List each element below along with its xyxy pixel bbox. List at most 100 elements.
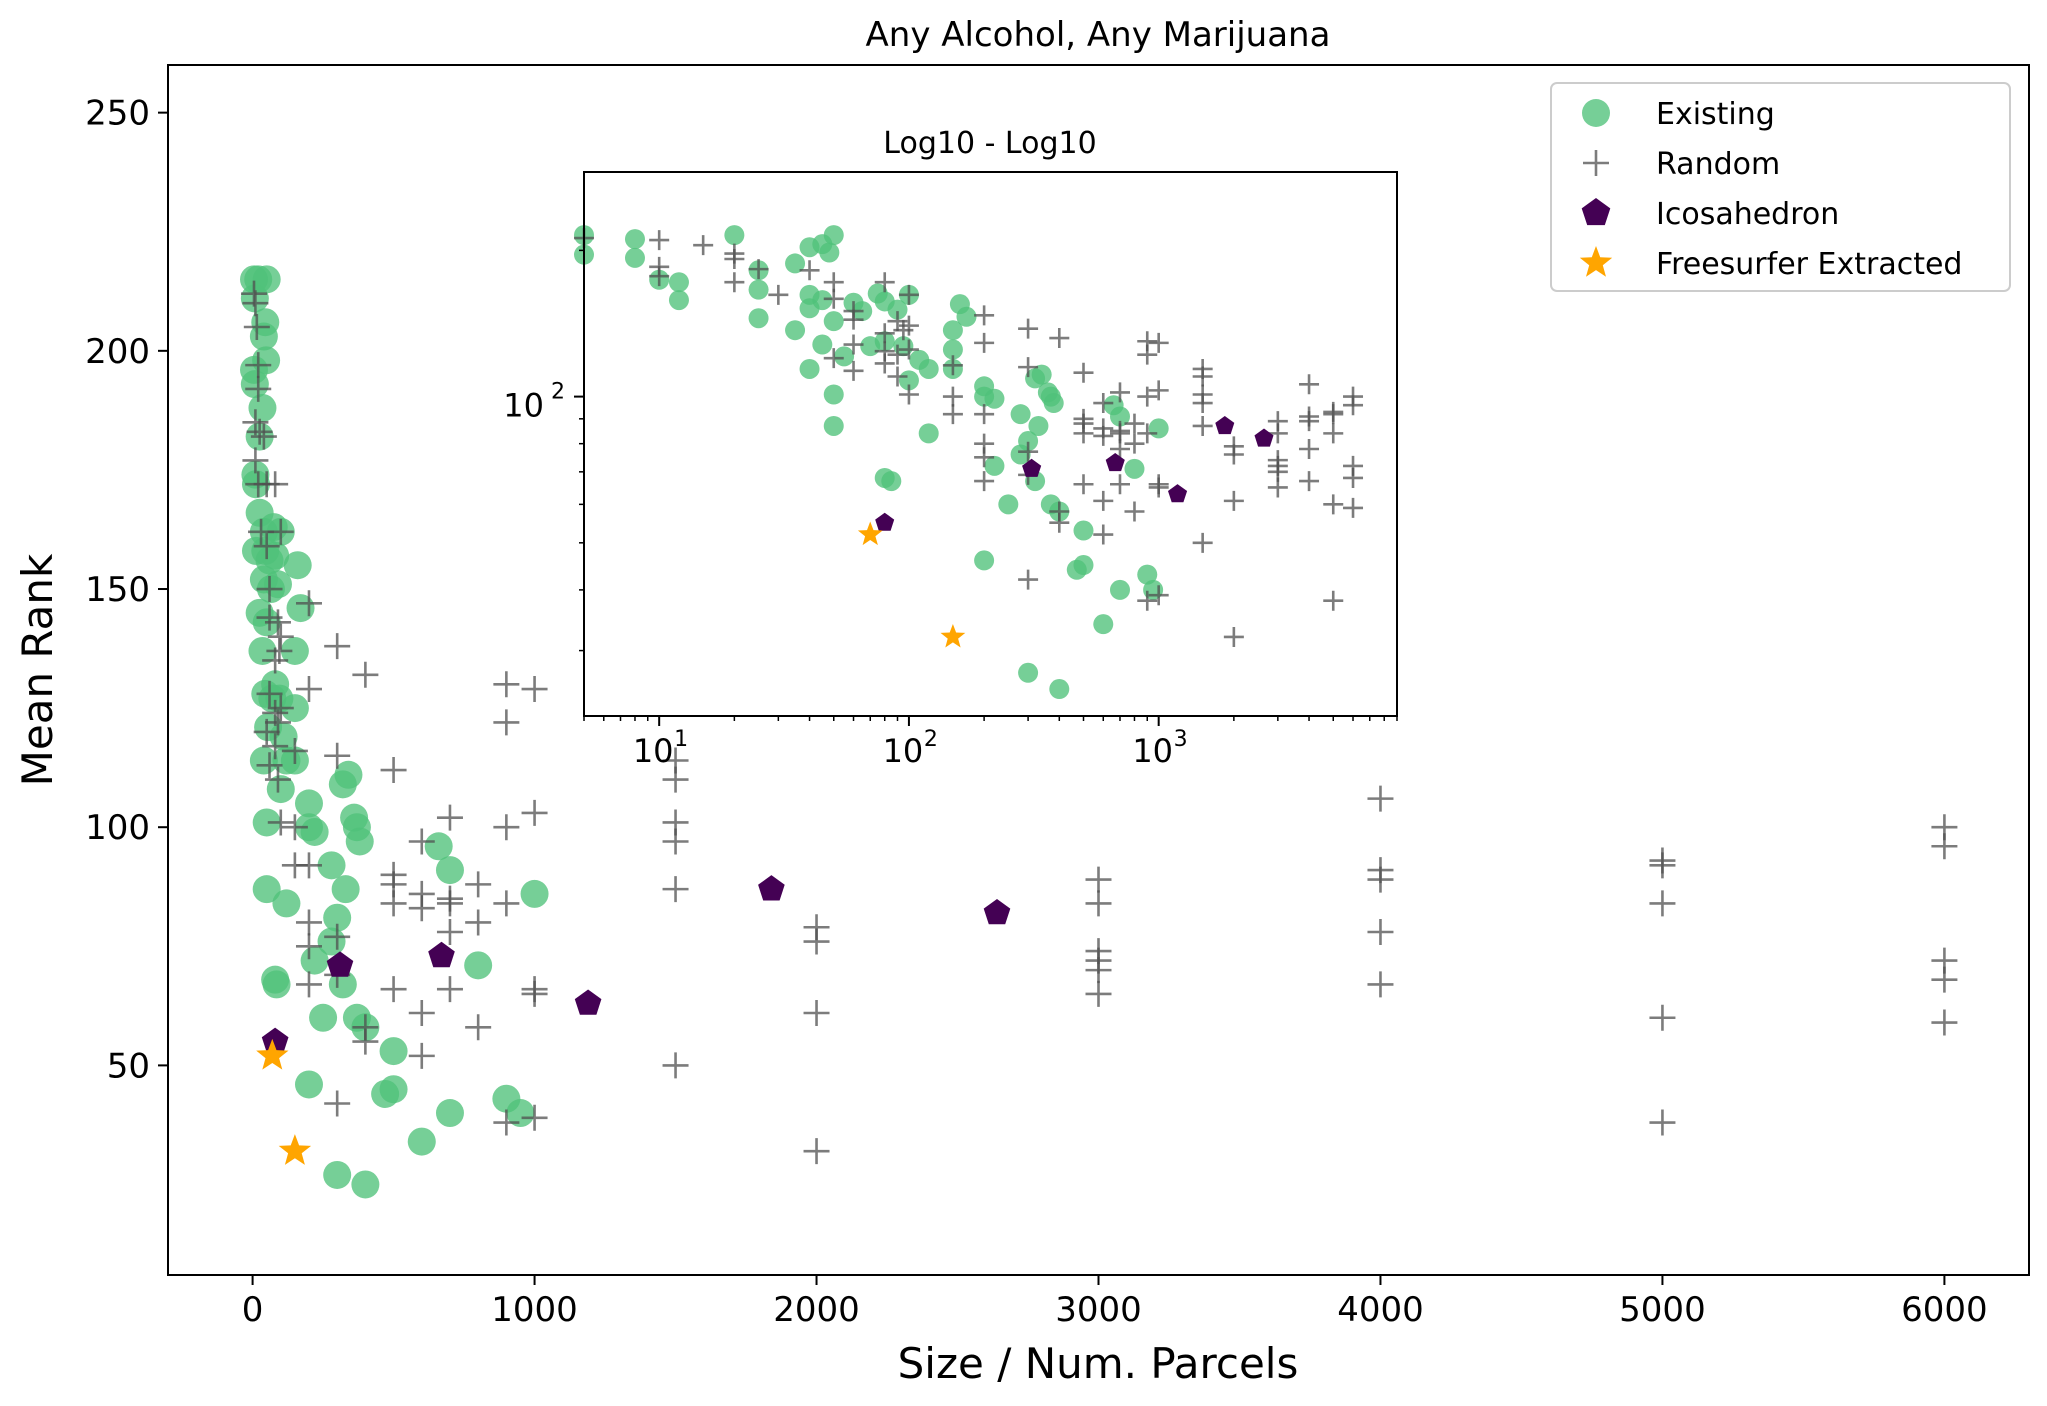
inset-random-point — [843, 360, 864, 381]
existing-point — [262, 970, 291, 999]
inset-existing-point — [785, 253, 806, 274]
inset-existing-point — [918, 423, 939, 444]
existing-point — [269, 722, 298, 751]
random-point — [324, 633, 351, 660]
inset-existing-point — [1073, 520, 1094, 541]
inset-existing-point — [799, 237, 820, 258]
inset-random-point — [1148, 332, 1169, 353]
inset-random-point — [1299, 439, 1320, 460]
inset-existing-point — [785, 320, 806, 341]
inset-existing-point — [984, 388, 1005, 409]
inset-existing-point — [799, 358, 820, 379]
icosahedron-point — [983, 899, 1011, 925]
random-point — [1931, 833, 1958, 860]
inset-random-point — [1018, 318, 1039, 339]
freesurfer-extracted-point — [278, 1134, 312, 1165]
inset-random-point — [942, 355, 963, 376]
inset-random-point — [1049, 328, 1070, 349]
random-point — [436, 890, 463, 917]
legend-item-icosahedron: Icosahedron — [1581, 197, 1839, 232]
main-x-axis-label: Size / Num. Parcels — [898, 1339, 1299, 1388]
random-point — [662, 1052, 689, 1079]
existing-point — [379, 1037, 408, 1066]
random-point — [256, 576, 283, 603]
inset-existing-point — [724, 225, 745, 246]
random-point — [245, 352, 272, 379]
random-point — [242, 290, 269, 317]
y-tick-label: 250 — [85, 94, 150, 134]
existing-point — [300, 817, 329, 846]
inset-random-point — [898, 339, 919, 360]
legend-label: Freesurfer Extracted — [1656, 247, 1962, 282]
existing-point — [280, 636, 309, 665]
main-y-axis-label: Mean Rank — [13, 553, 62, 786]
random-point — [465, 871, 492, 898]
random-point — [295, 971, 322, 998]
random-point — [493, 709, 520, 736]
existing-point — [435, 856, 464, 885]
legend-marker-icosahedron — [1581, 198, 1611, 226]
existing-point — [249, 746, 278, 775]
random-point — [1085, 890, 1112, 917]
existing-point — [379, 1075, 408, 1104]
inset-existing-point — [823, 311, 844, 332]
legend-label: Icosahedron — [1656, 197, 1839, 232]
inset-existing-point — [984, 455, 1005, 476]
inset-x-tick-exponent: 3 — [1174, 727, 1188, 752]
inset-random-point — [748, 259, 769, 280]
x-tick-label: 5000 — [1619, 1290, 1706, 1330]
inset-random-point — [874, 323, 895, 344]
inset-random-point — [1018, 441, 1039, 462]
existing-point — [280, 694, 309, 723]
random-point — [253, 533, 280, 560]
inset-random-point — [823, 348, 844, 369]
inset-x-ticks: 10 1 10 2 10 3 — [583, 716, 1398, 770]
inset-points — [574, 225, 1364, 700]
random-point — [256, 752, 283, 779]
existing-point — [464, 951, 493, 980]
existing-point — [328, 970, 357, 999]
inset-random-point — [887, 344, 908, 365]
inset-existing-point — [1010, 444, 1031, 465]
inset-random-point — [1137, 423, 1158, 444]
random-point — [245, 375, 272, 402]
random-point — [1367, 866, 1394, 893]
inset-random-point — [1137, 386, 1158, 407]
inset-existing-point — [748, 308, 769, 329]
inset-existing-point — [881, 471, 902, 492]
random-point — [803, 999, 830, 1026]
inset-random-point — [1137, 590, 1158, 611]
inset-plot: Log10 - Log10 10 1 10 2 10 3 10 2 — [503, 126, 1398, 770]
random-point — [267, 623, 294, 650]
random-point — [295, 590, 322, 617]
existing-point — [248, 393, 277, 422]
x-tick-label: 3000 — [1055, 1290, 1142, 1330]
random-point — [1931, 966, 1958, 993]
inset-series-random — [574, 228, 1364, 647]
existing-point — [334, 760, 363, 789]
random-point — [295, 933, 322, 960]
inset-random-point — [1267, 477, 1288, 498]
legend-item-random: Random — [1583, 147, 1780, 182]
inset-random-point — [1343, 395, 1364, 416]
existing-point — [252, 875, 281, 904]
inset-random-point — [1109, 439, 1130, 460]
inset-random-point — [843, 334, 864, 355]
legend-marker-freesurfer-extracted — [1579, 246, 1613, 277]
random-point — [1367, 919, 1394, 946]
existing-point — [506, 1099, 535, 1128]
inset-random-point — [1323, 590, 1344, 611]
existing-point — [345, 827, 374, 856]
inset-random-point — [874, 353, 895, 374]
main-points — [240, 265, 1958, 1199]
inset-y-tick-exponent: 2 — [551, 380, 565, 405]
random-point — [281, 814, 308, 841]
inset-random-point — [942, 386, 963, 407]
random-point — [408, 999, 435, 1026]
inset-existing-point — [823, 384, 844, 405]
random-point — [803, 928, 830, 955]
random-point — [521, 676, 548, 703]
freesurfer-extracted-point — [256, 1038, 289, 1070]
inset-icosahedron-point — [1168, 484, 1188, 503]
